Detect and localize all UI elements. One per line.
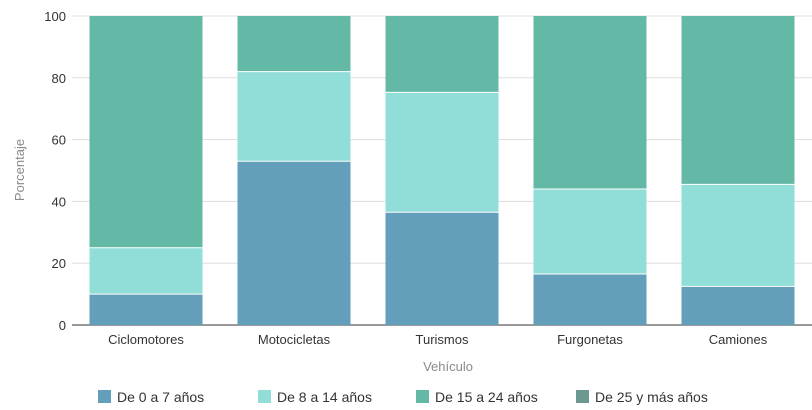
bar-segment[interactable] [681, 16, 795, 185]
y-tick-label: 20 [52, 256, 66, 271]
y-tick-label: 40 [52, 194, 66, 209]
y-axis-title: Porcentaje [12, 139, 27, 201]
bar-segment[interactable] [533, 274, 647, 325]
bar-segment[interactable] [681, 184, 795, 287]
legend-label: De 15 a 24 años [435, 389, 538, 405]
legend-item[interactable]: De 8 a 14 años [258, 389, 372, 405]
bar-segment[interactable] [385, 16, 499, 93]
y-tick-label: 0 [59, 318, 66, 333]
bar-segment[interactable] [89, 294, 203, 325]
x-tick-labels: Ciclomotores Motocicletas Turismos Furgonet… [108, 332, 768, 347]
x-tick-label: Ciclomotores [108, 332, 184, 347]
bar-segment[interactable] [533, 16, 647, 190]
x-tick-label: Furgonetas [557, 332, 623, 347]
x-tick-label: Turismos [416, 332, 469, 347]
bar-segment[interactable] [237, 71, 351, 162]
bar-segment[interactable] [385, 212, 499, 325]
legend-swatch [258, 390, 271, 403]
x-tick-label: Motocicletas [258, 332, 331, 347]
legend-item[interactable]: De 25 y más años [576, 389, 708, 405]
y-tick-label: 100 [44, 9, 66, 24]
legend-swatch [416, 390, 429, 403]
bar-segment[interactable] [89, 247, 203, 295]
legend-label: De 8 a 14 años [277, 389, 372, 405]
bar-segment[interactable] [237, 16, 351, 72]
legend-item[interactable]: De 0 a 7 años [98, 389, 204, 405]
x-tick-label: Camiones [709, 332, 768, 347]
y-tick-label: 80 [52, 71, 66, 86]
legend-label: De 25 y más años [595, 389, 708, 405]
bar-segment[interactable] [533, 189, 647, 275]
legend-swatch [576, 390, 589, 403]
legend-item[interactable]: De 15 a 24 años [416, 389, 538, 405]
bar-segment[interactable] [681, 286, 795, 325]
y-tick-labels: 0 20 40 60 80 100 [44, 9, 66, 333]
legend-swatch [98, 390, 111, 403]
legend: De 0 a 7 años De 8 a 14 años De 15 a 24 añ… [98, 389, 708, 405]
legend-label: De 0 a 7 años [117, 389, 204, 405]
x-axis-title: Vehículo [423, 359, 473, 374]
bars [89, 16, 795, 325]
y-tick-label: 60 [52, 133, 66, 148]
bar-segment[interactable] [237, 161, 351, 325]
bar-segment[interactable] [385, 92, 499, 213]
bar-segment[interactable] [89, 16, 203, 248]
